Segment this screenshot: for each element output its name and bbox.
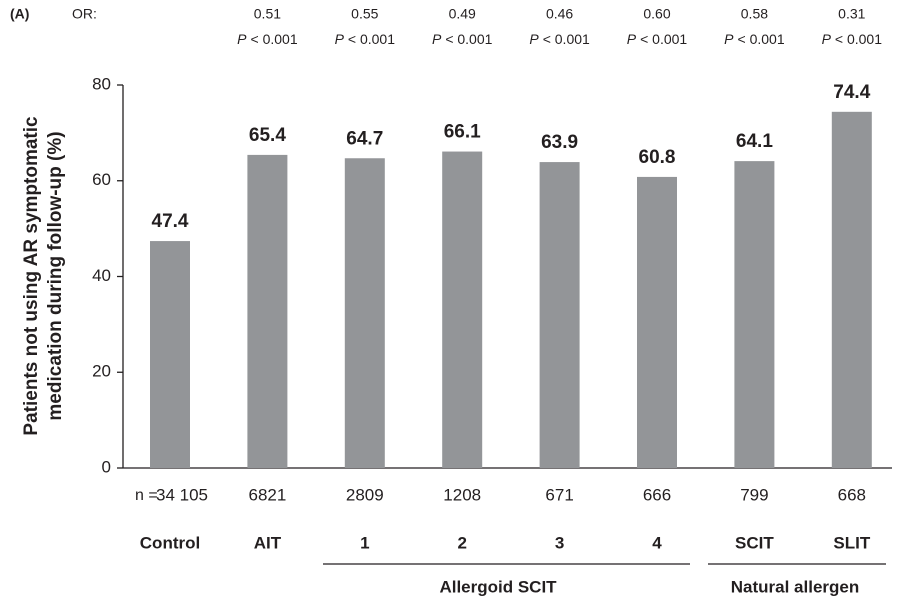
p-symbol: P <box>237 31 247 47</box>
p-value: P < 0.001 <box>822 31 883 47</box>
p-symbol: P <box>724 31 734 47</box>
n-value: 1208 <box>443 485 481 504</box>
p-text: < 0.001 <box>445 31 492 47</box>
p-text: < 0.001 <box>738 31 785 47</box>
or-value: 0.60 <box>643 6 670 22</box>
p-text: < 0.001 <box>835 31 882 47</box>
n-value: 666 <box>643 485 671 504</box>
value-label: 65.4 <box>249 125 286 146</box>
p-value: P < 0.001 <box>724 31 785 47</box>
x-tick-label: 4 <box>652 533 662 552</box>
x-tick-label: SLIT <box>833 533 870 552</box>
x-tick-label: 2 <box>457 533 466 552</box>
panel-label: (A) <box>10 6 29 22</box>
bar <box>442 151 483 468</box>
p-symbol: P <box>335 31 345 47</box>
or-value: 0.58 <box>741 6 768 22</box>
n-value: 799 <box>740 485 768 504</box>
p-text: < 0.001 <box>640 31 687 47</box>
or-value: 0.31 <box>838 6 865 22</box>
n-value: 2809 <box>346 485 384 504</box>
y-tick-label: 20 <box>92 362 111 381</box>
n-value: 671 <box>545 485 573 504</box>
group-label: Allergoid SCIT <box>439 577 557 596</box>
p-text: < 0.001 <box>348 31 395 47</box>
n-value: 34 105 <box>156 485 208 504</box>
x-tick-label: SCIT <box>735 533 774 552</box>
n-value: 6821 <box>248 485 286 504</box>
value-label: 63.9 <box>541 132 578 153</box>
or-value: 0.51 <box>254 6 281 22</box>
p-value: P < 0.001 <box>237 31 298 47</box>
p-text: < 0.001 <box>543 31 590 47</box>
or-value: 0.49 <box>449 6 476 22</box>
p-value: P < 0.001 <box>529 31 590 47</box>
x-tick-label: AIT <box>254 533 282 552</box>
y-tick-label: 60 <box>92 170 111 189</box>
or-value: 0.46 <box>546 6 573 22</box>
value-label: 74.4 <box>833 82 870 103</box>
or-label: OR: <box>72 6 97 22</box>
value-label: 64.7 <box>346 128 383 149</box>
bar <box>831 111 872 468</box>
p-value: P < 0.001 <box>335 31 396 47</box>
bar <box>734 161 775 468</box>
bar <box>150 241 190 468</box>
value-label: 64.1 <box>736 131 773 152</box>
x-tick-label: 1 <box>360 533 369 552</box>
y-tick-label: 40 <box>92 266 111 285</box>
y-axis-label: medication during follow-up (%) <box>45 131 66 420</box>
bar <box>344 158 385 468</box>
group-label: Natural allergen <box>731 577 860 596</box>
p-value: P < 0.001 <box>627 31 688 47</box>
p-value: P < 0.001 <box>432 31 493 47</box>
bar <box>247 154 288 468</box>
n-value: 668 <box>838 485 866 504</box>
x-tick-label: 3 <box>555 533 564 552</box>
n-label: n = <box>135 487 158 504</box>
or-value: 0.55 <box>351 6 378 22</box>
value-label: 66.1 <box>444 122 481 143</box>
p-text: < 0.001 <box>251 31 298 47</box>
x-tick-label: Control <box>140 533 200 552</box>
y-axis-label: Patients not using AR symptomatic <box>21 116 42 436</box>
p-symbol: P <box>529 31 539 47</box>
value-label: 47.4 <box>152 211 189 232</box>
y-tick-label: 80 <box>92 74 111 93</box>
bar <box>539 162 580 469</box>
p-symbol: P <box>432 31 442 47</box>
value-label: 60.8 <box>639 147 676 168</box>
p-symbol: P <box>627 31 637 47</box>
bar <box>637 176 677 469</box>
y-tick-label: 0 <box>102 457 111 476</box>
p-symbol: P <box>822 31 832 47</box>
